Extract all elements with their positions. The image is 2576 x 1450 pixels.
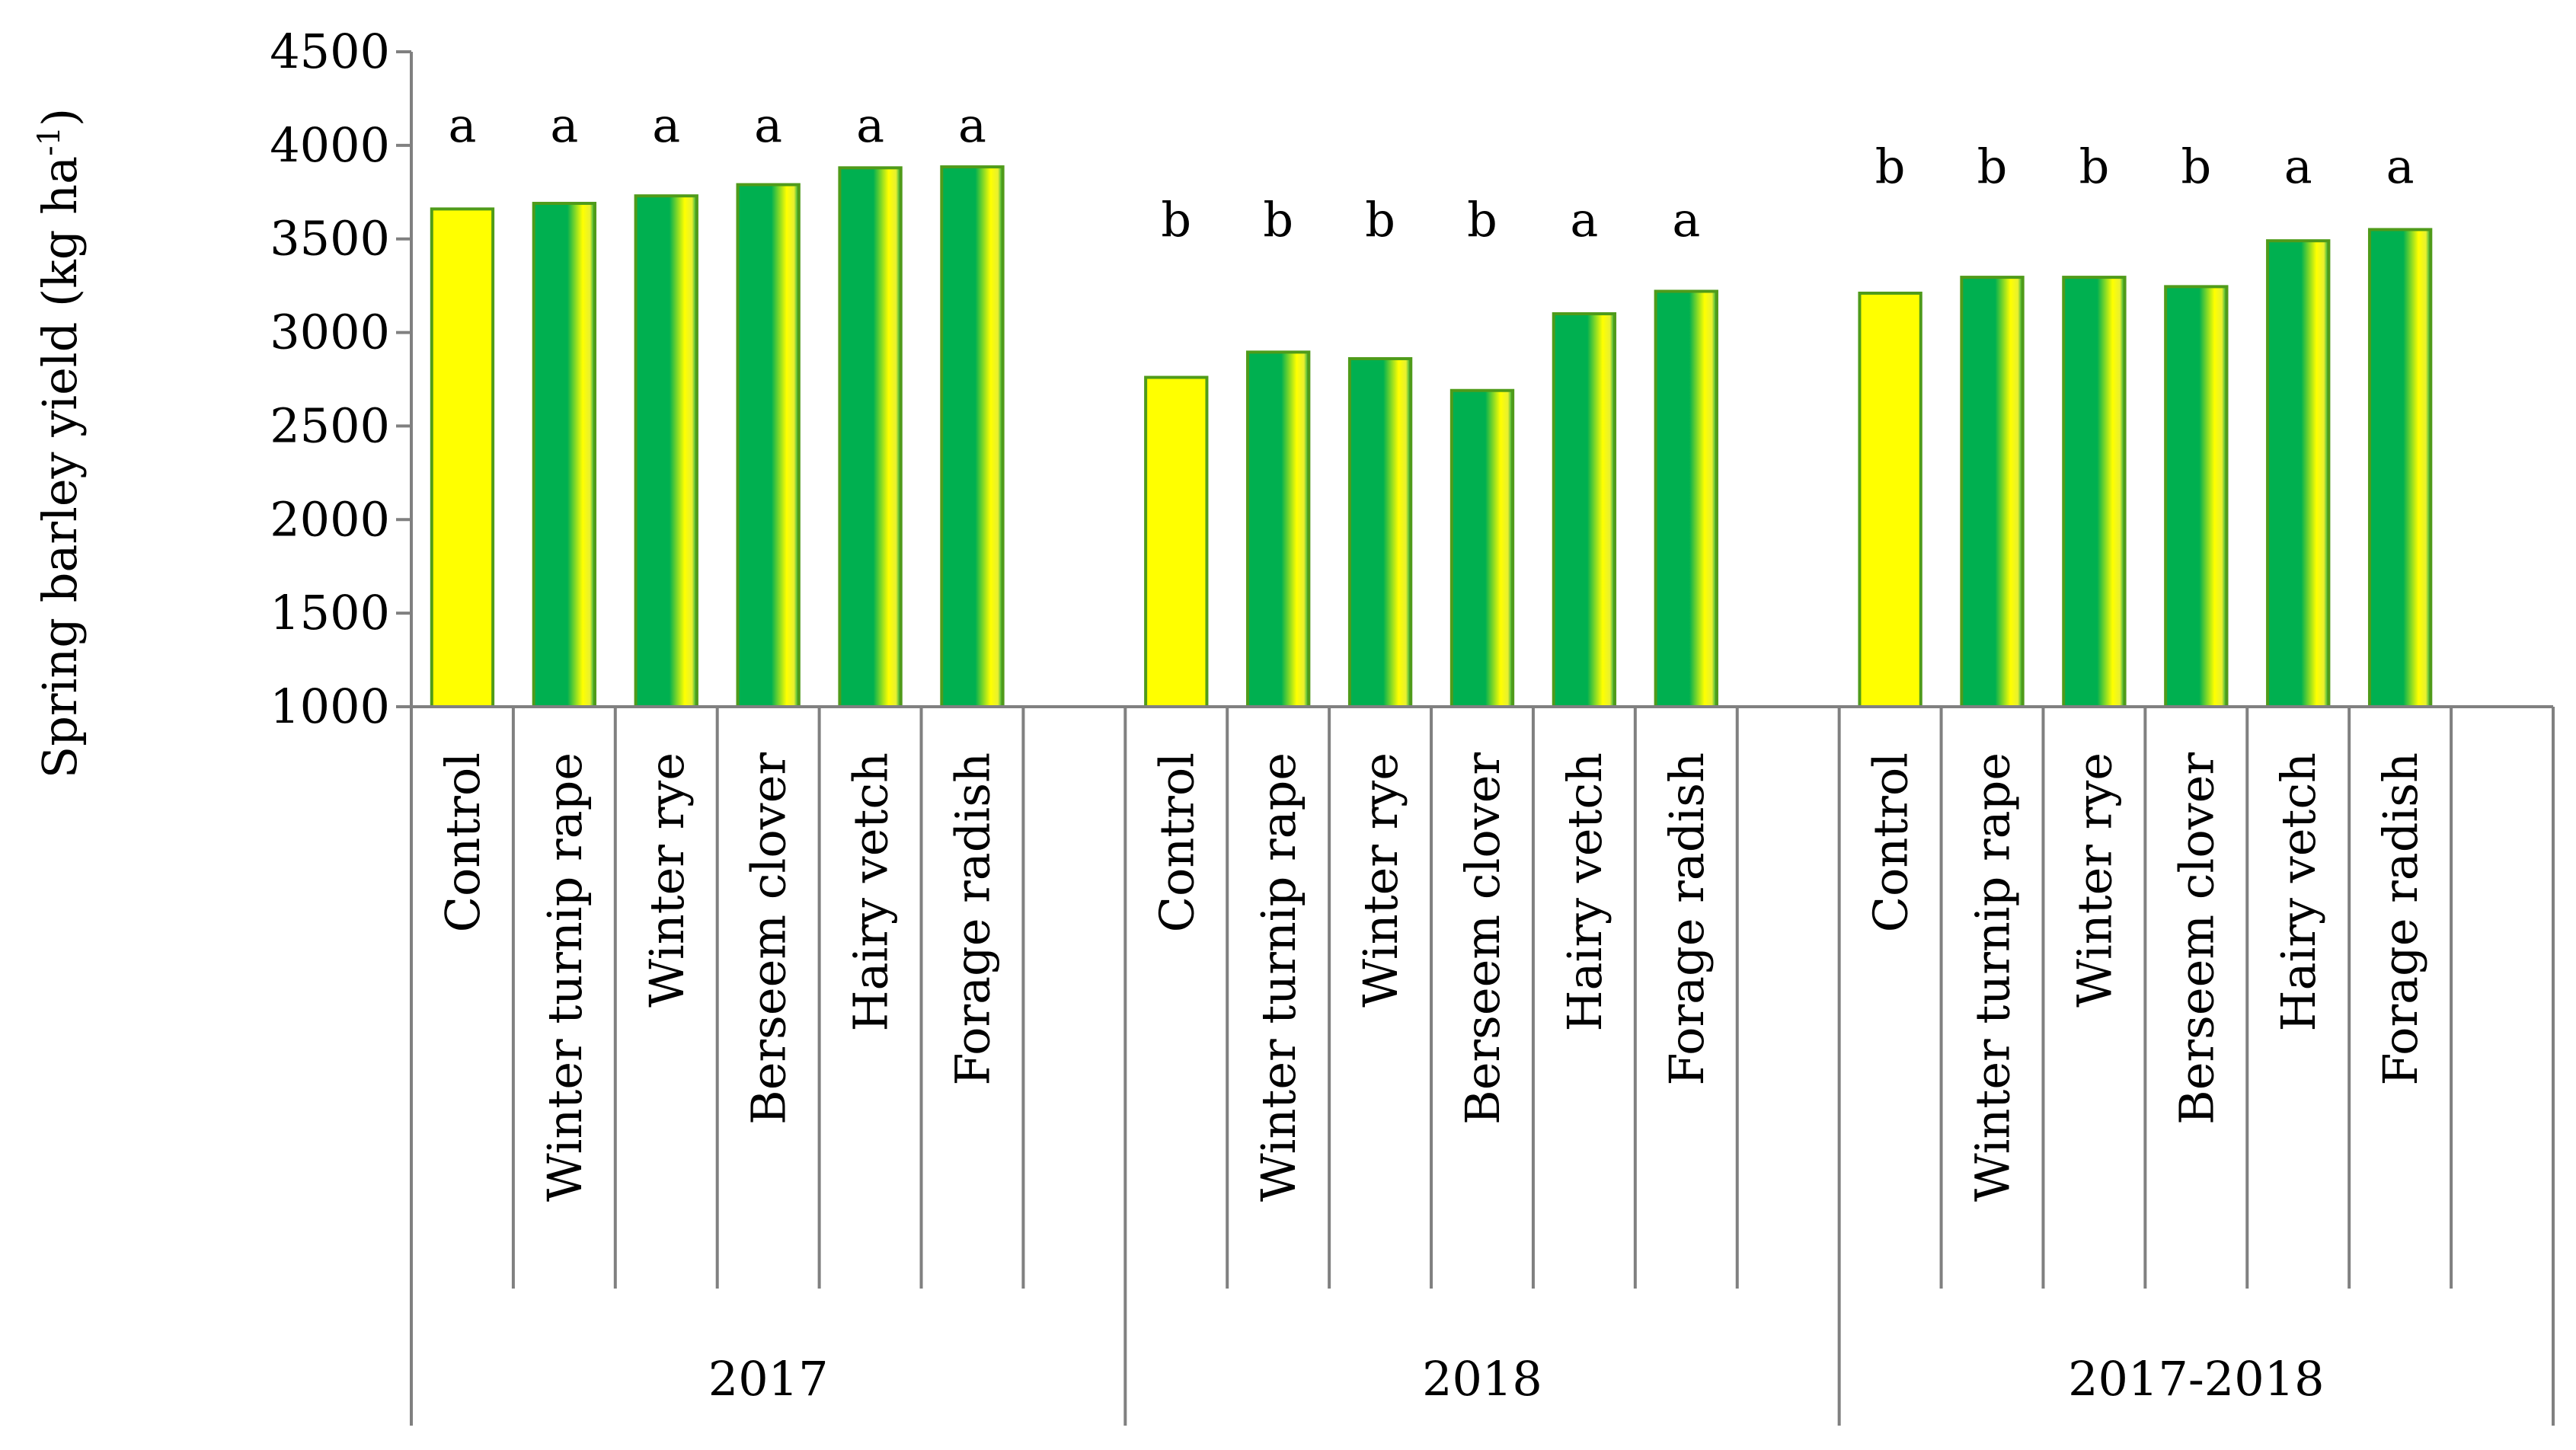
category-label: Forage radish: [2373, 752, 2428, 1086]
significance-letter: a: [856, 97, 884, 153]
category-label: Control: [1863, 752, 1919, 932]
y-axis: 1000 1500 2000 2500 3000 3500 4000 4500: [270, 24, 413, 734]
bar: [1960, 276, 2025, 709]
significance-letter: a: [2284, 139, 2312, 194]
significance-letter: a: [958, 97, 986, 153]
bar: [1347, 356, 1413, 708]
y-axis-title-close: ): [32, 108, 88, 126]
significance-letter: b: [1875, 139, 1906, 194]
y-tick-label: 2000: [270, 491, 390, 547]
y-tick-label: 1500: [270, 585, 390, 640]
category-label: Berseem clover: [1455, 752, 1510, 1125]
category-label: Winter rye: [2066, 752, 2122, 1008]
x-axis: 2017 Control Winter turnip rape Winter rye B…: [410, 705, 2555, 1426]
significance-letter: b: [1365, 192, 1395, 248]
category-label: Winter turnip rape: [537, 752, 593, 1202]
y-axis-title-text: Spring barley yield (kg ha: [32, 156, 88, 778]
significance-letter: b: [2181, 139, 2211, 194]
bar: [2062, 276, 2127, 709]
category-label: Winter rye: [639, 752, 695, 1008]
bar: [532, 202, 597, 708]
group-label: 2017: [708, 1351, 829, 1407]
significance-letter: a: [448, 97, 476, 153]
y-tick-label: 1000: [270, 679, 390, 734]
y-axis-title-superscript: -1: [32, 126, 67, 156]
category-label: Hairy vetch: [1557, 752, 1612, 1032]
significance-letter: b: [1161, 192, 1191, 248]
significance-letter: b: [1263, 192, 1293, 248]
category-label: Forage radish: [944, 752, 1000, 1086]
significance-letter: a: [550, 97, 578, 153]
significance-letter: a: [1570, 192, 1598, 248]
y-axis-title: Spring barley yield (kg ha-1): [32, 108, 88, 779]
y-tick-label: 4000: [270, 117, 390, 173]
bar: [1449, 388, 1515, 708]
group-label: 2017-2018: [2068, 1351, 2325, 1407]
category-label: Winter turnip rape: [1251, 752, 1306, 1202]
bar: [2367, 228, 2433, 708]
category-label: Berseem clover: [741, 752, 797, 1125]
y-tick-label: 4500: [270, 24, 390, 79]
category-label: Control: [435, 752, 491, 932]
bar: [1654, 289, 1718, 708]
bar: [1246, 350, 1311, 708]
y-tick-label: 3500: [270, 211, 390, 267]
category-label: Winter rye: [1353, 752, 1408, 1008]
bar: [1144, 375, 1209, 708]
significance-letter: a: [652, 97, 680, 153]
bar: [2164, 285, 2229, 709]
bar: [634, 194, 698, 708]
bar: [736, 183, 801, 708]
significance-letter: b: [1467, 192, 1497, 248]
category-label: Berseem clover: [2169, 752, 2224, 1125]
bars-layer: a a a a a a b b b b a a b b b b a a: [430, 97, 2433, 709]
category-label: Hairy vetch: [2271, 752, 2326, 1032]
category-label: Hairy vetch: [843, 752, 899, 1032]
y-tick-label: 2500: [270, 398, 390, 453]
bar: [2266, 239, 2331, 708]
bar: [1552, 312, 1617, 708]
y-tick-label: 3000: [270, 305, 390, 360]
bar: [838, 166, 903, 709]
category-label: Control: [1149, 752, 1204, 932]
significance-letter: b: [1977, 139, 2008, 194]
bar: [940, 165, 1005, 709]
bar: [430, 207, 495, 708]
bar: [1858, 291, 1922, 708]
significance-letter: a: [754, 97, 782, 153]
category-label: Forage radish: [1659, 752, 1715, 1086]
significance-letter: a: [2386, 139, 2415, 194]
significance-letter: a: [1672, 192, 1700, 248]
group-label: 2018: [1422, 1351, 1542, 1407]
category-label: Winter turnip rape: [1965, 752, 2021, 1202]
significance-letter: b: [2079, 139, 2110, 194]
